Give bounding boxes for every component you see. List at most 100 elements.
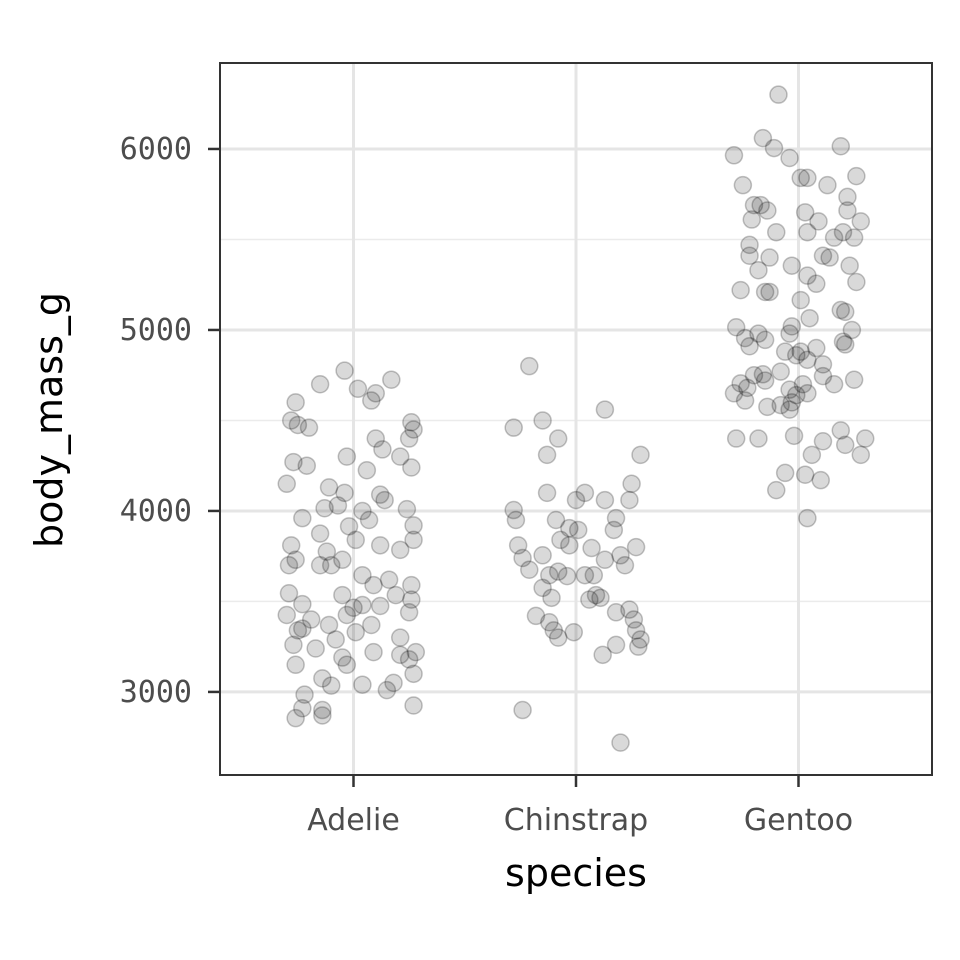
data-point-chinstrap (611, 546, 630, 565)
data-point-chinstrap (520, 560, 539, 580)
data-point-adelie (279, 584, 299, 603)
data-point-gentoo (813, 246, 833, 266)
data-point-adelie (333, 585, 352, 605)
data-point-adelie (286, 393, 305, 412)
data-point-chinstrap (544, 621, 563, 640)
data-point-chinstrap (606, 603, 626, 622)
data-point-adelie (295, 685, 314, 704)
data-point-adelie (310, 375, 330, 394)
data-point-chinstrap (560, 518, 579, 538)
data-point-adelie (306, 639, 325, 658)
data-point-adelie (399, 650, 419, 669)
data-point-gentoo (755, 371, 775, 390)
data-point-adelie (286, 550, 305, 570)
data-point-gentoo (744, 365, 764, 385)
data-point-adelie (390, 447, 410, 466)
data-point-chinstrap (551, 530, 570, 550)
data-point-chinstrap (513, 548, 532, 568)
data-point-gentoo (724, 384, 744, 403)
data-point-gentoo (807, 274, 826, 294)
data-point-adelie (384, 673, 403, 693)
data-point-gentoo (753, 365, 773, 384)
data-point-gentoo (780, 380, 799, 399)
data-points (277, 85, 875, 752)
data-point-chinstrap (504, 418, 523, 437)
data-point-chinstrap (593, 645, 612, 665)
data-point-gentoo (813, 432, 833, 451)
data-point-adelie (288, 621, 308, 640)
data-point-adelie (286, 708, 305, 728)
data-point-gentoo (835, 435, 855, 455)
data-point-adelie (402, 590, 421, 609)
data-point-gentoo (780, 148, 799, 168)
y-tick-label: 4000 (120, 494, 192, 529)
data-point-chinstrap (611, 733, 630, 752)
data-point-chinstrap (595, 400, 615, 419)
data-point-gentoo (744, 195, 764, 215)
data-point-adelie (288, 415, 308, 435)
data-point-adelie (293, 594, 312, 614)
data-point-gentoo (791, 168, 810, 188)
data-point-adelie (390, 628, 410, 647)
data-point-chinstrap (506, 510, 526, 530)
data-point-gentoo (749, 324, 768, 343)
data-point-gentoo (798, 168, 817, 188)
data-point-adelie (353, 595, 372, 615)
data-point-gentoo (831, 137, 851, 156)
data-point-adelie (313, 706, 332, 725)
data-point-gentoo (740, 246, 759, 266)
data-point-chinstrap (508, 536, 528, 555)
data-point-chinstrap (606, 508, 626, 528)
data-point-adelie (319, 478, 339, 497)
data-point-adelie (390, 645, 410, 665)
data-point-adelie (297, 456, 317, 475)
data-point-gentoo (793, 375, 813, 394)
data-point-chinstrap (557, 566, 577, 586)
data-point-chinstrap (622, 474, 641, 494)
data-point-adelie (317, 542, 337, 561)
data-point-adelie (377, 680, 397, 700)
x-axis-title: species (505, 851, 647, 895)
data-point-gentoo (753, 128, 773, 148)
data-point-gentoo (738, 378, 757, 398)
data-point-adelie (293, 508, 312, 528)
data-point-chinstrap (615, 555, 635, 575)
data-point-gentoo (802, 445, 822, 465)
data-point-adelie (404, 696, 423, 715)
data-point-gentoo (787, 385, 806, 405)
data-point-adelie (404, 420, 423, 439)
data-point-adelie (277, 605, 296, 625)
data-point-gentoo (771, 395, 790, 415)
data-point-gentoo (856, 429, 875, 448)
data-point-adelie (370, 596, 390, 616)
data-point-gentoo (851, 445, 871, 465)
data-point-adelie (337, 605, 357, 625)
data-point-adelie (281, 536, 301, 555)
data-point-adelie (373, 440, 392, 459)
data-point-adelie (328, 496, 348, 515)
data-point-chinstrap (624, 610, 644, 629)
data-point-gentoo (731, 374, 750, 393)
data-point-gentoo (818, 175, 837, 195)
data-point-adelie (364, 642, 383, 662)
data-point-gentoo (782, 256, 802, 275)
data-point-gentoo (760, 248, 779, 267)
data-point-gentoo (782, 393, 802, 412)
data-point-adelie (362, 391, 381, 410)
data-point-chinstrap (595, 550, 615, 570)
data-point-gentoo (824, 228, 844, 247)
data-point-gentoo (760, 282, 779, 302)
data-point-gentoo (764, 138, 784, 158)
data-point-chinstrap (575, 483, 595, 503)
x-tick-label: Adelie (307, 803, 400, 838)
data-point-gentoo (795, 465, 815, 484)
data-point-chinstrap (533, 546, 552, 565)
data-point-adelie (293, 698, 312, 718)
data-point-gentoo (842, 320, 862, 340)
data-point-gentoo (833, 332, 853, 351)
data-point-chinstrap (548, 429, 568, 448)
data-point-gentoo (851, 212, 871, 231)
data-point-gentoo (749, 260, 768, 280)
data-point-adelie (399, 603, 419, 622)
